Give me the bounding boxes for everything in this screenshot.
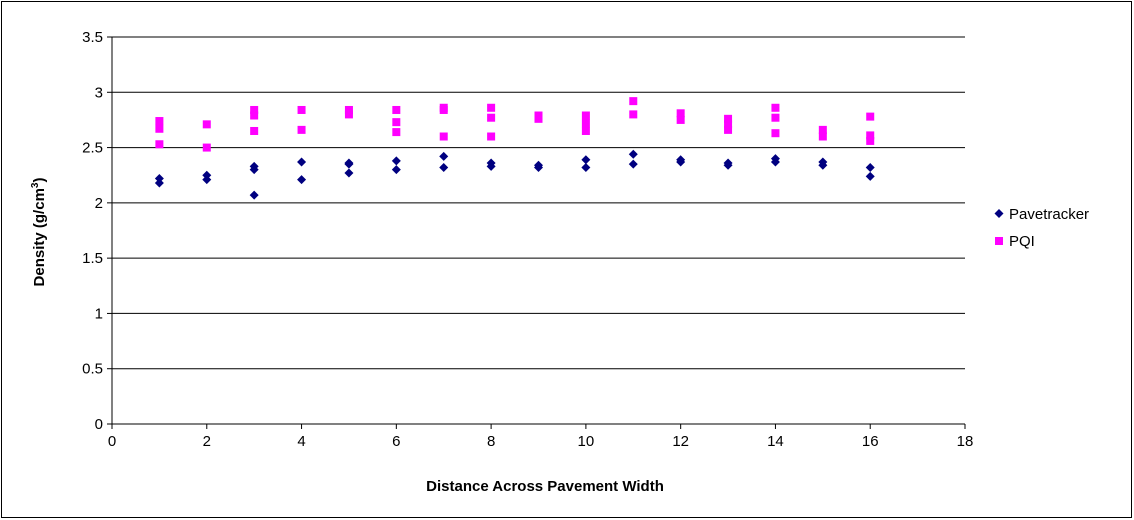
- x-tick-label-9: 18: [957, 433, 974, 450]
- x-tick-label-4: 8: [487, 433, 495, 450]
- point-pqi-10: [344, 110, 353, 119]
- point-pqi-26: [629, 110, 638, 119]
- legend-label-pqi: PQI: [1009, 233, 1035, 250]
- point-pqi-31: [724, 120, 733, 129]
- legend-box: [989, 200, 1130, 262]
- point-pqi-25: [581, 111, 590, 120]
- point-pavetracker-11: [344, 158, 354, 168]
- point-pavetracker-7: [297, 175, 307, 185]
- point-pqi-9: [297, 105, 306, 114]
- point-pqi-24: [581, 119, 590, 128]
- point-pqi-11: [344, 105, 353, 114]
- point-pqi-38: [866, 136, 875, 145]
- y-tick-label-1: 0.5: [82, 361, 103, 378]
- point-pavetracker-20: [581, 162, 591, 172]
- point-pqi-6: [250, 111, 259, 120]
- point-pqi-36: [818, 132, 827, 141]
- point-pavetracker-17: [486, 158, 496, 168]
- point-pqi-17: [439, 103, 448, 112]
- point-pqi-3: [202, 143, 211, 152]
- axes: [107, 36, 966, 429]
- point-pqi-5: [250, 126, 259, 135]
- x-tick-label-0: 0: [108, 433, 116, 450]
- y-axis-title: Density (g/cm3): [30, 178, 48, 287]
- point-pqi-13: [392, 118, 401, 127]
- point-pavetracker-8: [297, 157, 307, 167]
- x-tick-label-6: 12: [672, 433, 689, 450]
- point-pqi-1: [155, 124, 164, 133]
- point-pqi-8: [297, 125, 306, 134]
- y-axis-title-end: ): [31, 178, 48, 183]
- y-tick-label-5: 2.5: [82, 140, 103, 157]
- x-tick-labels: 0 2 4 6 8 10 12 14 16 18: [108, 433, 974, 450]
- point-pavetracker-4: [249, 190, 259, 200]
- point-pqi-29: [676, 109, 685, 118]
- point-pavetracker-25: [676, 155, 686, 165]
- legend-marker-pavetracker: [994, 209, 1004, 218]
- point-pqi-39: [866, 131, 875, 140]
- point-pavetracker-19: [534, 160, 543, 170]
- y-axis-title-superscript: 3: [30, 182, 41, 188]
- point-pqi-7: [250, 105, 259, 114]
- point-pqi-27: [629, 97, 638, 106]
- legend: Pavetracker PQI: [989, 200, 1130, 262]
- point-pqi-14: [392, 105, 401, 114]
- y-tick-label-3: 1.5: [82, 250, 103, 267]
- y-tick-label-7: 3.5: [82, 29, 103, 46]
- x-axis-title: Distance Across Pavement Width: [426, 478, 664, 495]
- x-tick-label-2: 4: [297, 433, 305, 450]
- data-points: [154, 97, 875, 200]
- point-pqi-15: [439, 132, 448, 141]
- point-pqi-0: [155, 140, 164, 149]
- x-tick-label-7: 14: [767, 433, 784, 450]
- point-pqi-35: [771, 103, 780, 112]
- point-pavetracker-32: [865, 171, 875, 181]
- x-tick-label-1: 2: [203, 433, 211, 450]
- y-tick-label-0: 0: [95, 416, 103, 433]
- point-pavetracker-27: [723, 158, 733, 168]
- y-tick-labels: 0 0.5 1 1.5 2 2.5 3 3.5: [82, 29, 103, 433]
- point-pavetracker-14: [439, 162, 449, 172]
- point-pavetracker-31: [818, 157, 828, 167]
- point-pavetracker-22: [628, 159, 638, 169]
- point-pqi-30: [724, 125, 733, 134]
- point-pavetracker-1: [154, 174, 164, 184]
- point-pqi-33: [771, 129, 780, 138]
- point-pavetracker-9: [344, 168, 354, 178]
- point-pqi-12: [392, 128, 401, 137]
- point-pqi-37: [818, 125, 827, 134]
- point-pavetracker-13: [391, 156, 401, 166]
- point-pqi-18: [487, 132, 496, 141]
- point-pqi-32: [724, 114, 733, 123]
- point-pqi-20: [487, 103, 496, 112]
- point-pqi-22: [534, 111, 543, 120]
- point-pavetracker-3: [202, 170, 212, 180]
- point-pavetracker-12: [391, 165, 401, 175]
- point-pqi-23: [581, 126, 590, 135]
- y-axis-title-main: Density (g/cm: [31, 188, 48, 286]
- point-pqi-4: [202, 120, 211, 129]
- point-pavetracker-29: [770, 154, 780, 164]
- point-pavetracker-33: [865, 162, 875, 172]
- point-pavetracker-23: [628, 149, 638, 159]
- x-tick-label-3: 6: [392, 433, 400, 450]
- point-pqi-28: [676, 115, 685, 124]
- point-pqi-2: [155, 117, 164, 126]
- point-pqi-34: [771, 113, 780, 122]
- x-tick-label-5: 10: [578, 433, 595, 450]
- y-tick-label-6: 3: [95, 84, 103, 101]
- point-pavetracker-15: [439, 151, 449, 161]
- legend-label-pavetracker: Pavetracker: [1009, 206, 1089, 223]
- y-tick-label-4: 2: [95, 195, 103, 212]
- x-tick-label-8: 16: [862, 433, 879, 450]
- point-pqi-40: [866, 112, 875, 121]
- legend-marker-pqi: [995, 237, 1003, 245]
- y-tick-label-2: 1: [95, 305, 103, 322]
- point-pavetracker-21: [581, 155, 591, 165]
- gridlines: [112, 36, 965, 370]
- point-pavetracker-6: [249, 161, 259, 171]
- point-pqi-19: [487, 113, 496, 122]
